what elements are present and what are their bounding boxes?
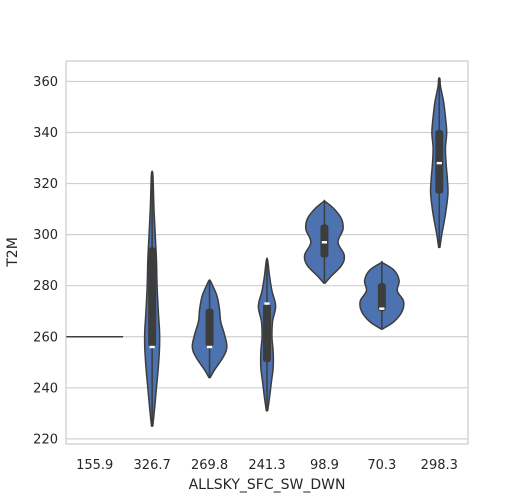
violin-3 xyxy=(191,279,228,379)
violin-5 xyxy=(303,199,346,284)
violin-iqr-box xyxy=(435,129,444,194)
y-tick-label: 340 xyxy=(33,126,58,141)
violin-median xyxy=(379,307,385,310)
y-tick-label: 220 xyxy=(33,432,58,447)
x-tick-label: 70.3 xyxy=(367,458,396,473)
x-tick-label: 241.3 xyxy=(248,458,285,473)
grid-lines xyxy=(66,80,468,440)
violin-iqr-box xyxy=(320,224,329,258)
y-tick-label: 260 xyxy=(33,330,58,345)
violin-6 xyxy=(359,260,405,330)
x-tick-labels: 155.9 326.7 269.8 241.3 98.9 70.3 298.3 xyxy=(76,458,458,473)
y-tick-label: 280 xyxy=(33,279,58,294)
x-axis-label: ALLSKY_SFC_SW_DWN xyxy=(189,477,346,493)
violin-median xyxy=(149,345,155,349)
violin-iqr-box xyxy=(377,283,386,312)
violin-4 xyxy=(257,257,277,412)
y-tick-label: 240 xyxy=(33,381,58,396)
y-tick-label: 320 xyxy=(33,177,58,192)
violin-median xyxy=(264,302,270,305)
violin-7 xyxy=(429,77,449,249)
y-tick-labels: 220 240 260 280 300 320 340 360 xyxy=(33,75,58,447)
violin-iqr-box xyxy=(148,247,157,347)
violin-iqr-box xyxy=(205,308,214,347)
violin-iqr-box xyxy=(263,303,271,363)
violin-2 xyxy=(143,170,161,427)
violin-median xyxy=(436,161,442,165)
violin-median xyxy=(321,241,328,244)
y-tick-label: 300 xyxy=(33,228,58,243)
y-tick-label: 360 xyxy=(33,75,58,90)
x-tick-label: 298.3 xyxy=(421,458,458,473)
x-tick-label: 269.8 xyxy=(191,458,228,473)
violins xyxy=(66,77,449,427)
y-axis-label: T2M xyxy=(5,237,21,268)
x-tick-label: 326.7 xyxy=(134,458,171,473)
violin-median xyxy=(206,345,213,349)
x-tick-label: 155.9 xyxy=(76,458,113,473)
x-tick-label: 98.9 xyxy=(310,458,339,473)
